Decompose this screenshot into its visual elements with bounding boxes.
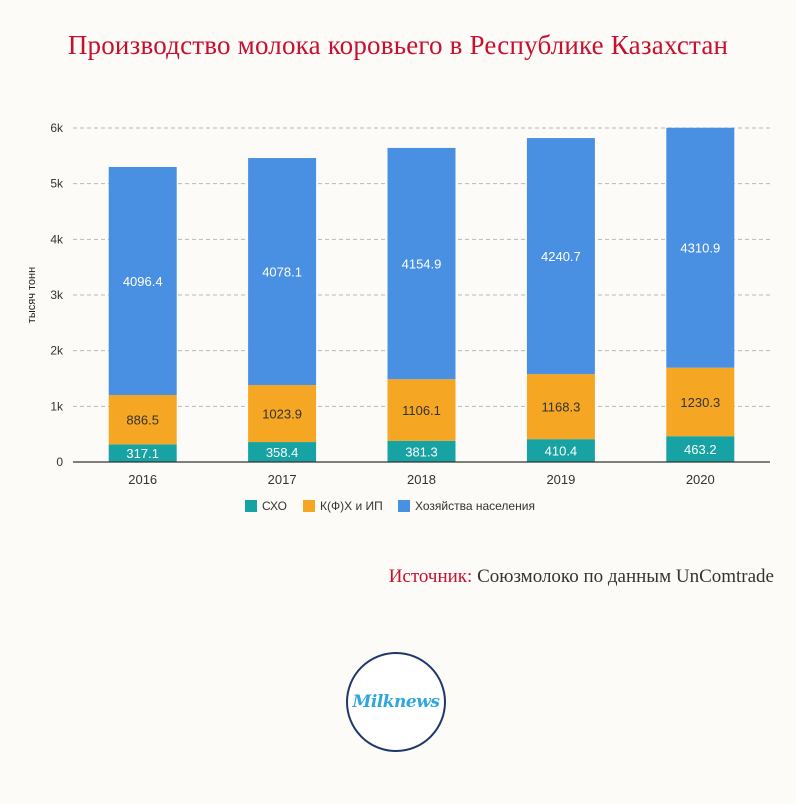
- logo-text: Milknews: [352, 692, 440, 712]
- legend-label: К(Ф)Х и ИП: [320, 499, 383, 513]
- bar-kfh-2018: [387, 379, 456, 441]
- data-label: 358.4: [266, 445, 299, 460]
- legend-swatch: [398, 500, 410, 512]
- y-tick-label: 1k: [50, 399, 64, 413]
- stacked-bar-chart: 0 1k 2k 3k 4k 5k 6k тысяч тонн 317.1 886.5 4096.4…: [26, 121, 770, 513]
- y-tick-label: 5k: [50, 177, 64, 191]
- source-label: Источник:: [388, 566, 473, 587]
- bar-kfh-2020: [666, 367, 735, 437]
- y-tick-label: 6k: [50, 121, 64, 135]
- source-text: Союзмолоко по данным UnComtrade: [477, 566, 774, 587]
- y-tick-label: 0: [56, 455, 63, 469]
- data-label: 1168.3: [542, 400, 581, 415]
- y-tick-label: 4k: [50, 232, 64, 246]
- bar-households-2017: [248, 158, 317, 386]
- y-axis: 0 1k 2k 3k 4k 5k 6k тысяч тонн: [26, 121, 64, 469]
- y-tick-label: 2k: [50, 344, 64, 358]
- x-axis: 2016 2017 2018 2019 2020: [73, 461, 770, 487]
- x-tick-label: 2020: [686, 472, 715, 487]
- bar-sho-2018: [387, 440, 456, 462]
- bar-households-2018: [387, 147, 456, 380]
- data-label: 1023.9: [262, 407, 302, 422]
- legend-swatch: [303, 500, 315, 512]
- milknews-logo: Milknews: [346, 652, 446, 752]
- data-label: 4310.9: [680, 241, 720, 256]
- bar-kfh-2019: [526, 374, 595, 440]
- data-label: 4096.4: [123, 274, 163, 289]
- bar-sho-2020: [666, 436, 735, 462]
- bar-kfh-2017: [248, 385, 317, 443]
- data-label: 4240.7: [541, 249, 581, 264]
- bar-sho-2017: [248, 442, 317, 462]
- data-label: 886.5: [126, 413, 159, 428]
- y-axis-label: тысяч тонн: [26, 267, 38, 323]
- bar-households-2019: [526, 138, 595, 375]
- source-note: Источник: Союзмолоко по данным UnComtrad…: [389, 566, 774, 588]
- bar-sho-2019: [526, 439, 595, 462]
- chart-title: Производство молока коровьего в Республи…: [67, 30, 729, 60]
- legend-label: СХО: [262, 499, 287, 513]
- x-tick-label: 2018: [407, 472, 436, 487]
- data-label: 463.2: [684, 442, 717, 457]
- data-label: 4078.1: [262, 265, 302, 280]
- bar-kfh-2016: [108, 394, 177, 445]
- bar-households-2016: [108, 166, 177, 395]
- legend-label: Хозяйства населения: [415, 499, 535, 513]
- data-label: 1230.3: [680, 395, 720, 410]
- x-tick-label: 2016: [128, 472, 157, 487]
- data-label: 381.3: [405, 444, 438, 459]
- data-label: 4154.9: [402, 257, 442, 272]
- legend: СХО К(Ф)Х и ИП Хозяйства населения: [245, 499, 535, 513]
- data-label: 1106.1: [402, 403, 441, 418]
- bar-households-2020: [666, 127, 735, 368]
- x-tick-label: 2017: [268, 472, 297, 487]
- y-tick-label: 3k: [50, 288, 64, 302]
- bars: 317.1 886.5 4096.4 358.4 1023.9 4078.1 381.3 11…: [108, 127, 735, 462]
- x-tick-label: 2019: [546, 472, 575, 487]
- data-label: 317.1: [126, 446, 159, 461]
- data-label: 410.4: [545, 444, 578, 459]
- legend-swatch: [245, 500, 257, 512]
- bar-sho-2016: [108, 444, 177, 462]
